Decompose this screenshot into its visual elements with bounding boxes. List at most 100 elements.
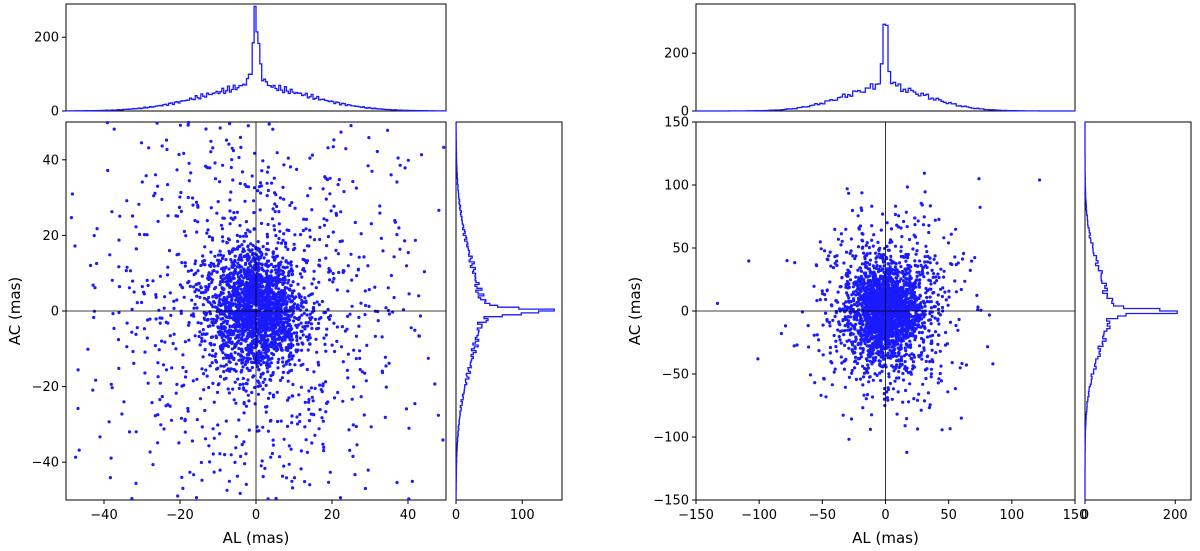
- right-scatter-point: [891, 387, 896, 391]
- left-scatter-point: [143, 371, 147, 375]
- left-scatter-point: [169, 313, 173, 317]
- left-scatter-point: [240, 336, 244, 340]
- right-scatter-point: [958, 366, 962, 370]
- left-scatter-point: [406, 158, 410, 162]
- right-scatter-point: [918, 313, 922, 318]
- left-scatter-point: [396, 156, 400, 160]
- left-scatter-point: [266, 370, 270, 374]
- left-scatter-point: [204, 127, 208, 131]
- left-scatter-point: [219, 290, 223, 295]
- left-scatter-point: [256, 268, 260, 273]
- left-scatter-point: [281, 256, 285, 260]
- left-scatter-point: [197, 334, 201, 339]
- left-scatter-point: [259, 221, 264, 225]
- left-scatter-point: [266, 349, 270, 353]
- left-scatter-point: [199, 460, 203, 465]
- left-scatter-point: [324, 349, 328, 353]
- left-scatter-point: [140, 285, 144, 289]
- left-scatter-point: [259, 191, 263, 195]
- right-scatter-point: [834, 339, 838, 343]
- left-scatter-point: [210, 354, 214, 358]
- left-scatter-point: [358, 367, 362, 372]
- left-scatter-point: [91, 283, 95, 287]
- left-scatter-point: [346, 314, 350, 318]
- right-scatter-point: [938, 349, 942, 353]
- left-scatter-point: [309, 386, 313, 390]
- left-scatter-point: [233, 460, 237, 464]
- left-scatter-point: [191, 196, 195, 200]
- left-scatter-point: [364, 379, 368, 383]
- left-scatter-point: [174, 391, 178, 395]
- right-scatter-point: [859, 338, 863, 342]
- right-scatter-point: [931, 333, 935, 337]
- left-scatter-point: [278, 378, 283, 382]
- left-scatter-point: [242, 301, 246, 305]
- left-scatter-point: [232, 287, 236, 291]
- right-scatter-point: [892, 261, 897, 265]
- left-scatter-point: [260, 372, 264, 376]
- left-scatter-point: [247, 428, 251, 432]
- left-scatter-point: [148, 317, 152, 321]
- left-scatter-point: [247, 399, 251, 403]
- left-scatter-point: [94, 378, 98, 382]
- right-scatter-point: [905, 450, 909, 454]
- left-scatter-point: [134, 225, 138, 229]
- left-scatter-point: [247, 312, 251, 316]
- right-scatter-point: [894, 366, 898, 370]
- left-scatter-point: [287, 343, 291, 347]
- left-scatter-point: [91, 388, 95, 392]
- left-scatter-point: [322, 336, 326, 340]
- left-scatter-point: [302, 217, 306, 221]
- left-scatter-point: [324, 380, 328, 384]
- right-scatter-point: [863, 262, 867, 266]
- left-scatter-point: [132, 290, 136, 294]
- right-scatter-point: [903, 273, 907, 277]
- right-scatter-point: [817, 338, 821, 342]
- left-scatter-point: [262, 269, 266, 273]
- right-scatter-point: [919, 317, 924, 321]
- left-scatter-point: [204, 290, 208, 294]
- left-scatter-point: [125, 265, 129, 269]
- left-scatter-point: [236, 239, 240, 243]
- left-scatter-point: [192, 473, 196, 477]
- right-scatter-point: [841, 413, 845, 417]
- left-scatter-point: [269, 333, 273, 337]
- left-scatter-point: [165, 147, 169, 152]
- left-scatter-point: [153, 173, 158, 177]
- right-scatter-point: [829, 264, 833, 268]
- right-scatter-point: [869, 280, 873, 284]
- left-scatter-point: [258, 341, 262, 345]
- left-scatter-point: [269, 296, 274, 300]
- left-scatter-point: [172, 332, 176, 336]
- right-scatter-point: [936, 272, 940, 276]
- left-scatter-point: [261, 245, 265, 249]
- left-scatter-point: [291, 382, 295, 387]
- left-scatter-point: [271, 330, 275, 334]
- left-scatter-point: [237, 155, 241, 160]
- left-scatter-point: [259, 464, 263, 468]
- left-scatter-point: [267, 326, 271, 330]
- left-scatter-point: [252, 315, 257, 320]
- right-scatter-point: [937, 377, 941, 381]
- left-scatter-point: [269, 418, 273, 423]
- left-scatter-point: [298, 295, 302, 300]
- left-scatter-point: [292, 476, 297, 480]
- left-scatter-point: [321, 442, 325, 446]
- left-scatter-point: [310, 153, 314, 157]
- left-scatter-point: [291, 280, 295, 284]
- right-scatter-point: [900, 362, 904, 367]
- left-scatter-point: [328, 192, 332, 196]
- left-scatter-point: [186, 123, 190, 127]
- left-scatter-point: [251, 278, 255, 282]
- left-scatter-point: [117, 310, 121, 315]
- left-scatter-point: [262, 256, 266, 260]
- left-scatter-point: [224, 363, 228, 367]
- left-scatter-point: [154, 317, 158, 321]
- right-scatter-point: [806, 324, 810, 328]
- left-scatter-point: [274, 247, 279, 251]
- left-scatter-point: [318, 225, 322, 229]
- left-scatter-point: [233, 336, 238, 340]
- left-scatter-point: [208, 324, 212, 328]
- right-scatter-point: [898, 320, 902, 324]
- right-scatter-point: [946, 241, 951, 245]
